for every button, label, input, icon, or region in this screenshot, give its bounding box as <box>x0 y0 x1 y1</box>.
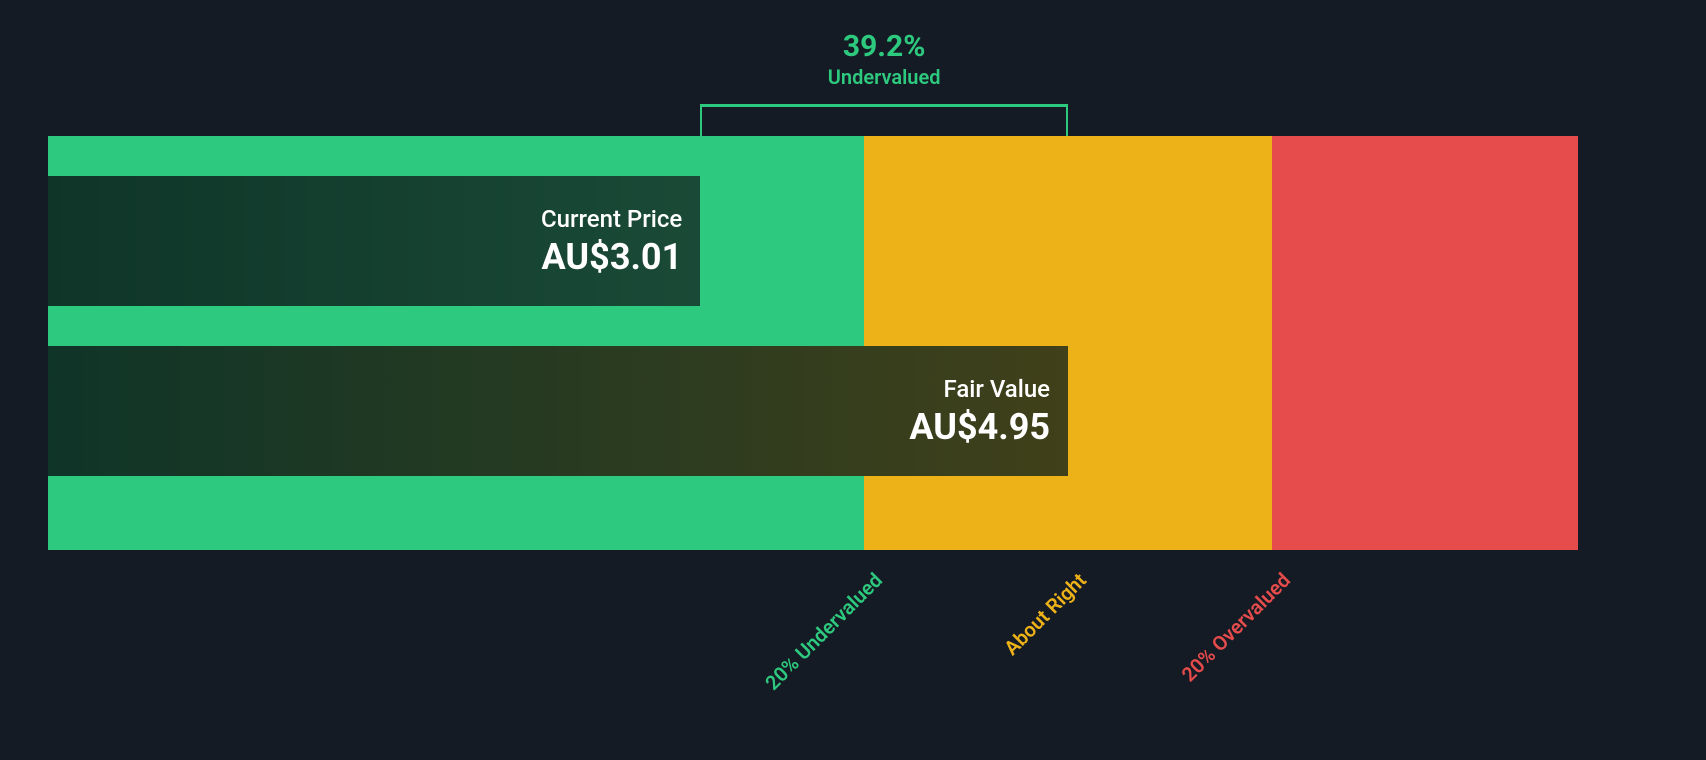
annotation-bracket-left <box>700 104 702 136</box>
annotation-bracket-right <box>1066 104 1068 136</box>
fair-value-caption: Fair Value <box>909 375 1050 404</box>
zone-overvalued <box>1272 136 1578 550</box>
valuation-chart: 39.2% Undervalued Current Price AU$3.01 … <box>0 0 1706 760</box>
valuation-percent: 39.2% <box>828 30 941 63</box>
valuation-annotation: 39.2% Undervalued <box>828 30 941 89</box>
x-label-undervalued: 20% Undervalued <box>760 568 887 695</box>
annotation-bracket <box>700 104 1068 107</box>
fair-value-value: AU$4.95 <box>909 408 1050 448</box>
valuation-status: Undervalued <box>828 65 941 89</box>
current-price-label: Current Price AU$3.01 <box>541 205 682 277</box>
fair-value-label: Fair Value AU$4.95 <box>909 375 1050 447</box>
fair-value-bar: Fair Value AU$4.95 <box>48 346 1068 476</box>
current-price-caption: Current Price <box>541 205 682 234</box>
x-label-overvalued: 20% Overvalued <box>1177 568 1295 686</box>
x-label-about-right: About Right <box>999 568 1091 660</box>
current-price-value: AU$3.01 <box>541 238 682 278</box>
current-price-bar: Current Price AU$3.01 <box>48 176 700 306</box>
zone-about-right <box>864 136 1272 550</box>
